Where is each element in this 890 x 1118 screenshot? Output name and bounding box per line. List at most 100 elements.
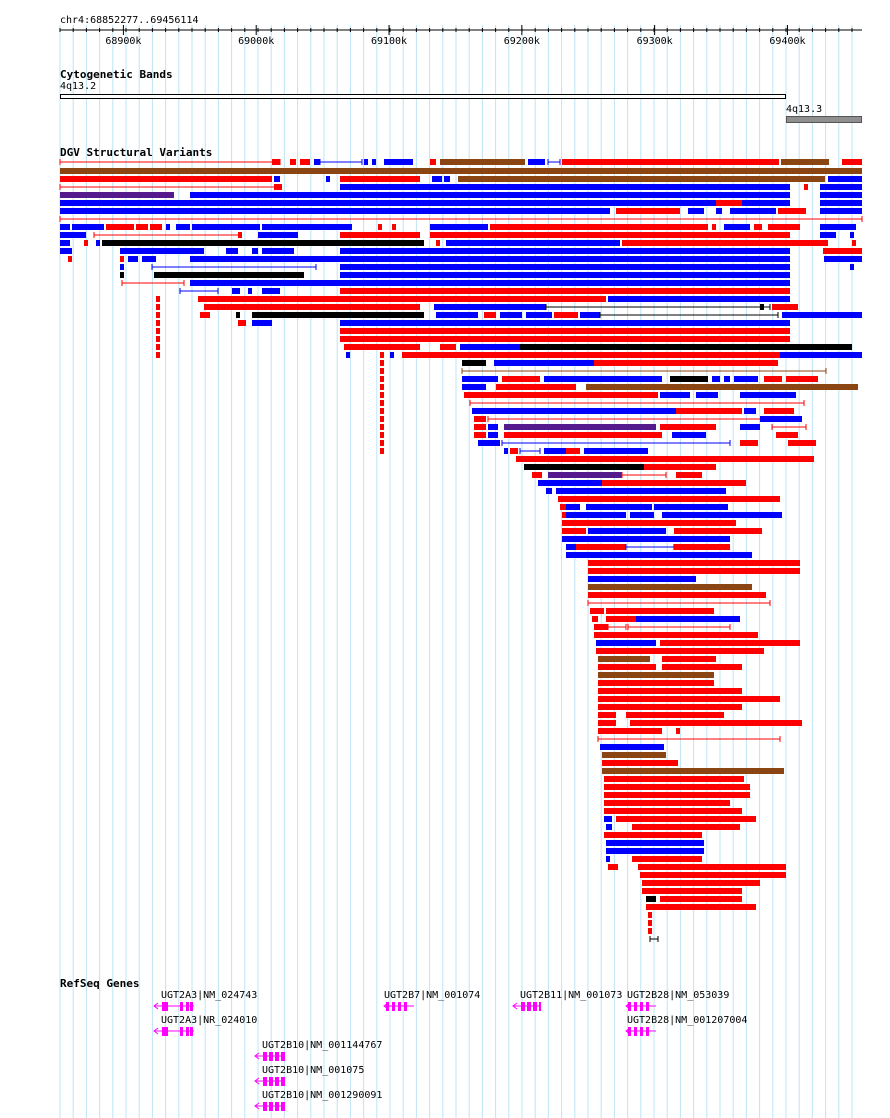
dgv-feature xyxy=(660,896,742,902)
dgv-feature xyxy=(60,232,86,238)
gene-label-ugt2b10-nm-001144767[interactable]: UGT2B10|NM_001144767 xyxy=(262,1040,383,1051)
dgv-feature xyxy=(622,240,828,246)
dgv-feature xyxy=(604,784,750,790)
dgv-feature xyxy=(154,272,304,278)
dgv-feature xyxy=(598,664,656,670)
dgv-feature xyxy=(654,504,728,510)
dgv-feature xyxy=(823,248,862,254)
dgv-feature xyxy=(646,896,656,902)
dgv-feature xyxy=(674,528,762,534)
dgv-feature xyxy=(136,224,148,230)
dgv-feature xyxy=(156,352,160,358)
cytoband-4q13-2[interactable] xyxy=(60,94,786,99)
dgv-feature xyxy=(660,424,716,430)
dgv-feature xyxy=(440,159,525,165)
cytoband-4q13-3[interactable] xyxy=(786,116,862,123)
position-ruler[interactable]: 68900k 69000k 69100k 69200k 69300k 69400k xyxy=(0,0,890,50)
dgv-feature xyxy=(744,408,756,414)
dgv-feature xyxy=(380,360,384,366)
dgv-feature xyxy=(478,440,500,446)
dgv-feature xyxy=(820,192,862,198)
gene-exon xyxy=(527,1002,531,1011)
dgv-feature xyxy=(252,312,424,318)
dgv-feature xyxy=(606,824,612,830)
dgv-feature xyxy=(462,384,486,390)
gene-label-ugt2a3-nr-024010[interactable]: UGT2A3|NR_024010 xyxy=(161,1015,258,1026)
gene-label-ugt2b10-nm-001075[interactable]: UGT2B10|NM_001075 xyxy=(262,1065,365,1076)
dgv-feature xyxy=(236,312,240,318)
dgv-feature xyxy=(642,880,760,886)
dgv-feature xyxy=(566,552,752,558)
dgv-feature xyxy=(190,280,790,286)
dgv-feature xyxy=(364,159,368,165)
dgv-feature xyxy=(606,848,704,854)
dgv-feature xyxy=(598,720,616,726)
gene-exon xyxy=(263,1052,267,1061)
dgv-feature xyxy=(554,312,578,318)
dgv-feature xyxy=(380,424,384,430)
dgv-feature xyxy=(156,312,160,318)
gene-label-ugt2b28-nm-053039[interactable]: UGT2B28|NM_053039 xyxy=(627,990,730,1001)
dgv-track-title: DGV Structural Variants xyxy=(60,146,213,159)
dgv-feature xyxy=(84,240,88,246)
dgv-feature xyxy=(380,368,384,374)
dgv-feature xyxy=(598,656,650,662)
dgv-features[interactable] xyxy=(0,150,890,950)
gene-label-ugt2b11-nm-001073[interactable]: UGT2B11|NM_001073 xyxy=(520,990,623,1001)
dgv-feature xyxy=(632,856,702,862)
dgv-feature xyxy=(820,200,862,206)
gene-exon xyxy=(634,1002,637,1011)
dgv-feature xyxy=(588,528,666,534)
dgv-feature xyxy=(586,504,652,510)
dgv-feature xyxy=(380,416,384,422)
dgv-feature xyxy=(598,688,742,694)
dgv-feature xyxy=(238,232,242,238)
dgv-feature xyxy=(630,720,802,726)
dgv-feature xyxy=(504,424,656,430)
dgv-feature xyxy=(290,159,296,165)
gene-exon xyxy=(628,1002,631,1011)
dgv-feature xyxy=(384,159,413,165)
dgv-feature xyxy=(516,456,814,462)
dgv-feature xyxy=(496,384,576,390)
refseq-gene-glyphs[interactable] xyxy=(0,990,890,1118)
dgv-feature xyxy=(648,920,652,926)
dgv-feature xyxy=(72,224,104,230)
dgv-feature xyxy=(712,224,716,230)
dgv-feature xyxy=(776,432,798,438)
dgv-feature xyxy=(740,424,760,430)
dgv-feature xyxy=(510,448,518,454)
dgv-feature xyxy=(604,816,612,822)
dgv-feature xyxy=(566,504,580,510)
gene-exon xyxy=(180,1002,183,1011)
dgv-feature xyxy=(474,424,486,430)
dgv-feature xyxy=(638,864,786,870)
gene-exon xyxy=(275,1077,279,1086)
gene-label-ugt2b10-nm-001290091[interactable]: UGT2B10|NM_001290091 xyxy=(262,1090,383,1101)
ruler-tick-label: 69000k xyxy=(238,36,274,47)
gene-label-ugt2b28-nm-001207004[interactable]: UGT2B28|NM_001207004 xyxy=(627,1015,748,1026)
dgv-feature xyxy=(60,240,70,246)
dgv-feature xyxy=(248,288,252,294)
dgv-feature xyxy=(488,432,498,438)
gene-exon xyxy=(275,1102,279,1111)
cytoband-label-main: 4q13.2 xyxy=(60,81,97,92)
gene-exon xyxy=(404,1002,407,1011)
dgv-feature xyxy=(272,159,280,165)
gene-label-ugt2b7-nm-001074[interactable]: UGT2B7|NM_001074 xyxy=(384,990,481,1001)
dgv-feature xyxy=(616,816,756,822)
dgv-feature xyxy=(60,168,862,174)
dgv-feature xyxy=(262,288,280,294)
gene-label-ugt2a3-nm-024743[interactable]: UGT2A3|NM_024743 xyxy=(161,990,258,1001)
dgv-feature xyxy=(850,232,854,238)
dgv-feature xyxy=(300,159,310,165)
dgv-feature xyxy=(490,224,708,230)
gene-exon xyxy=(398,1002,401,1011)
dgv-feature xyxy=(340,272,790,278)
dgv-feature xyxy=(648,928,652,934)
dgv-feature xyxy=(232,288,240,294)
ruler-tick-label: 69200k xyxy=(504,36,540,47)
dgv-feature xyxy=(604,808,742,814)
dgv-feature xyxy=(616,208,680,214)
gene-exon xyxy=(275,1052,279,1061)
